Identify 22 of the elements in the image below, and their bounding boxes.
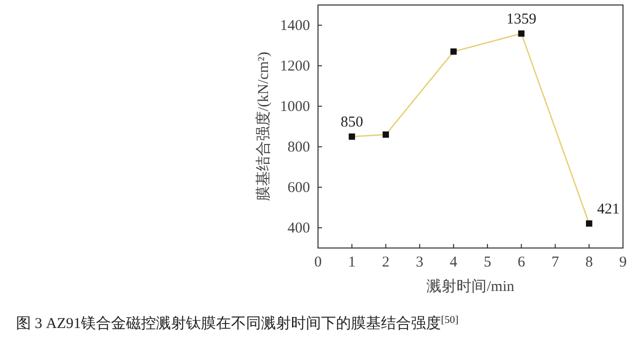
data-label: 421	[597, 201, 620, 218]
x-tick-label: 2	[382, 254, 390, 271]
data-label: 850	[340, 114, 364, 131]
x-tick-label: 8	[585, 254, 593, 271]
x-tick-label: 9	[619, 254, 627, 271]
x-tick-label: 6	[518, 254, 526, 271]
x-tick-label: 7	[551, 254, 560, 271]
y-tick-label: 1400	[280, 18, 310, 34]
x-tick-label: 3	[416, 254, 424, 271]
y-tick-label: 400	[288, 220, 310, 237]
y-tick-label: 600	[288, 180, 310, 196]
y-tick-label: 1000	[280, 99, 310, 116]
y-tick-label: 1200	[280, 58, 310, 75]
y-tick-label: 800	[288, 140, 310, 156]
caption: 图 3 AZ91镁合金磁控溅射钛膜在不同溅射时间下的膜基结合强度$^{[50]}$	[16, 314, 458, 332]
x-tick-label: 5	[484, 254, 492, 271]
x-tick-label: 1	[348, 254, 356, 271]
x-tick-label: 0	[314, 254, 322, 271]
y-axis-title: 膜基结合强度/(kN/cm²)	[255, 52, 272, 202]
x-axis-title: 溅射时间/min	[426, 278, 515, 295]
data-label: 1359	[506, 12, 536, 28]
x-tick-label: 4	[450, 254, 458, 271]
